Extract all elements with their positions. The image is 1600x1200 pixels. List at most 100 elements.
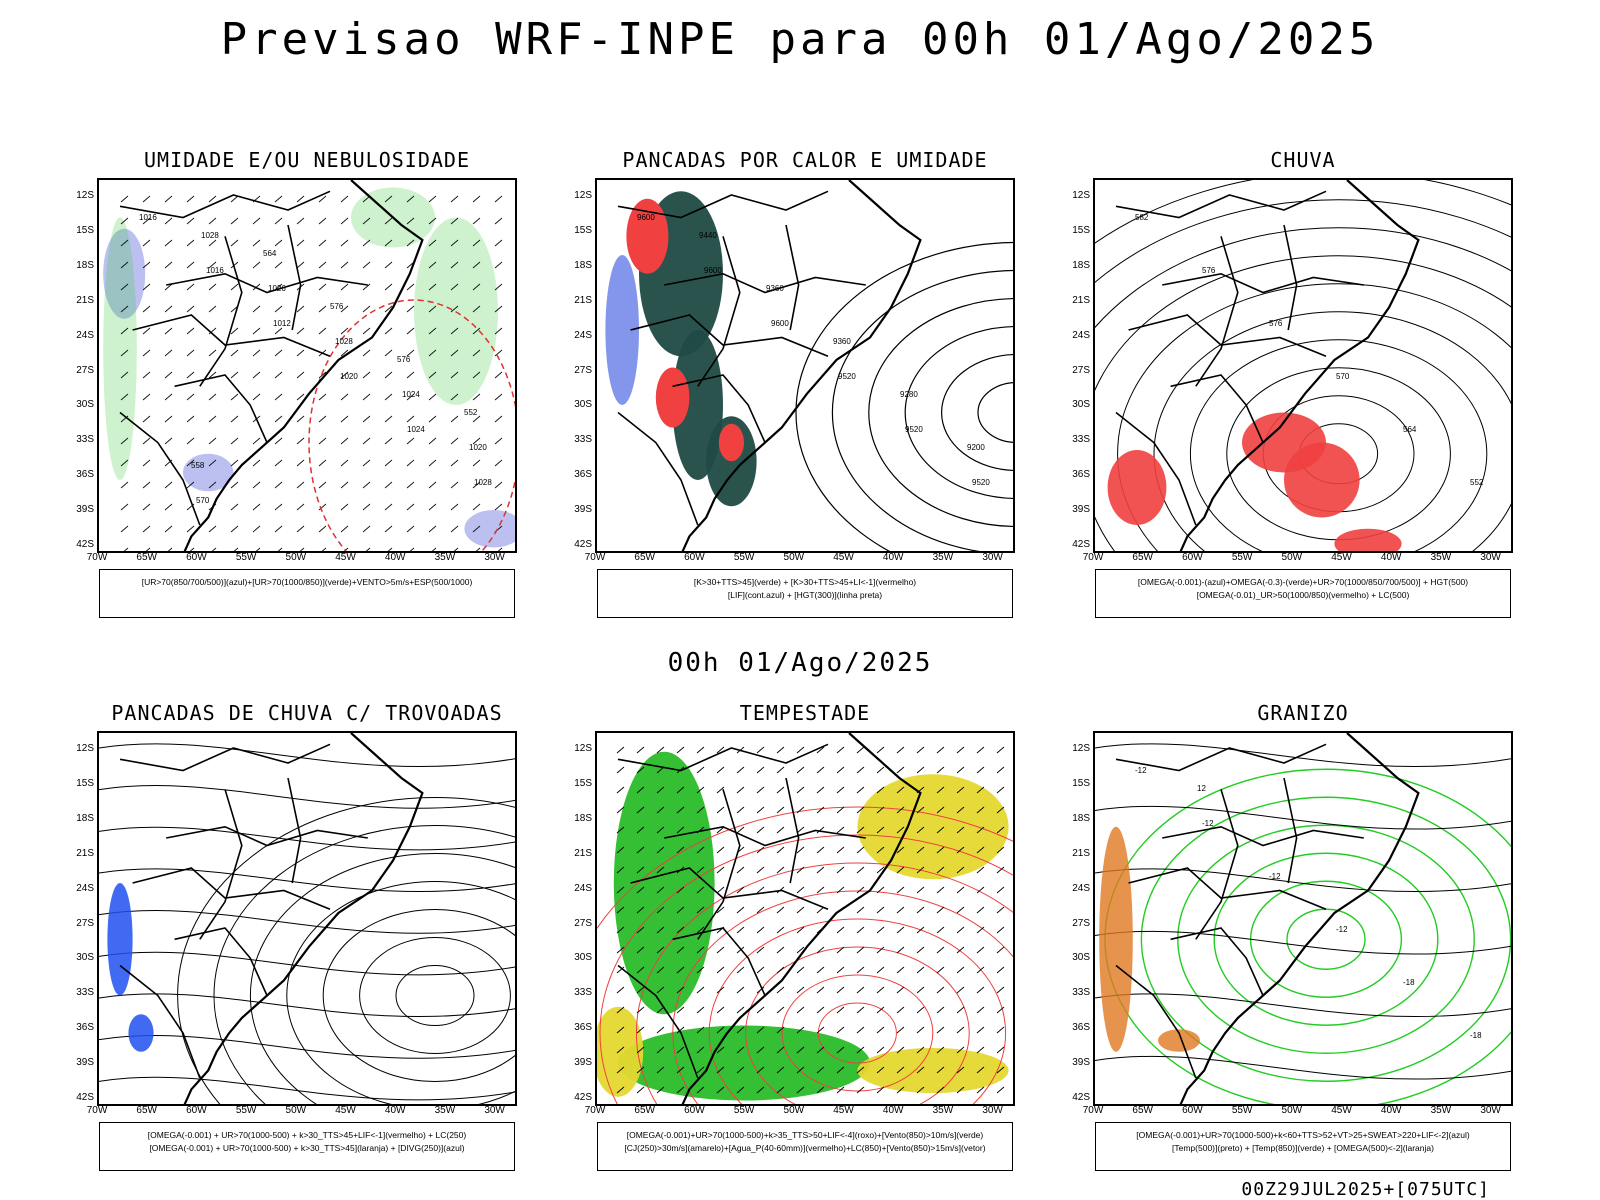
contour-label: 570: [196, 496, 210, 505]
map-graphic: -12 -12 -12 -12 -18 -18 12: [1095, 733, 1511, 1104]
main-title: Previsao WRF-INPE para 00h 01/Ago/2025: [220, 14, 1380, 65]
lat-tick-label: 33S: [1072, 434, 1090, 446]
lat-tick-label: 15S: [574, 224, 592, 236]
contour-label: -12: [1135, 766, 1147, 775]
lat-tick-label: 24S: [1072, 329, 1090, 341]
lon-tick-label: 50W: [285, 1105, 307, 1116]
map-panel: 582 576 576 570 564 552: [1093, 178, 1513, 553]
map-panel: 9600 9600 9600 9520 9520 9520 9440 9360 9360 9280…: [595, 178, 1015, 553]
contour-label: 9440: [699, 231, 717, 240]
lat-tick-label: 39S: [574, 1057, 592, 1069]
lon-tick-label: 40W: [1380, 552, 1402, 563]
lat-tick-label: 27S: [76, 917, 94, 929]
lat-tick-label: 42S: [1072, 539, 1090, 550]
lat-tick-label: 21S: [76, 847, 94, 859]
contour-label: 9360: [833, 337, 851, 346]
contour-label: 1026: [268, 284, 286, 293]
contour-label: -12: [1202, 819, 1214, 828]
lon-tick-label: 35W: [434, 552, 456, 563]
lat-tick-label: 36S: [1072, 469, 1090, 481]
lat-tick-label: 27S: [76, 364, 94, 376]
lon-tick-label: 35W: [932, 1105, 954, 1116]
lon-tick-label: 65W: [136, 1105, 157, 1116]
lon-tick-label: 60W: [684, 1105, 705, 1116]
lat-tick-label: 33S: [1072, 987, 1090, 999]
lat-tick-label: 39S: [1072, 504, 1090, 516]
panel-legend: [K>30+TTS>45](verde) + [K>30+TTS>45+LI<-…: [597, 569, 1013, 618]
lon-tick-label: 40W: [882, 552, 904, 563]
lon-tick-label: 65W: [634, 1105, 655, 1116]
contour-label: 1024: [407, 425, 425, 434]
lon-tick-label: 70W: [86, 552, 108, 563]
run-info: 00Z29JUL2025+[075UTC]: [1241, 1179, 1490, 1200]
lat-tick-label: 30S: [1072, 399, 1090, 411]
contour-label: 9520: [905, 425, 923, 434]
lat-tick-label: 39S: [574, 504, 592, 516]
contour-label: 1024: [402, 390, 420, 399]
legend-line: [Temp(500)](preto) + [Temp(850)](verde) …: [1172, 1143, 1434, 1153]
lon-tick-label: 60W: [1182, 552, 1203, 563]
lon-tick-label: 70W: [584, 552, 606, 563]
contour-label: 1028: [474, 478, 492, 487]
map-graphic: 582 576 576 570 564 552: [1095, 180, 1511, 551]
lon-tick-label: 50W: [783, 552, 805, 563]
lat-tick-label: 21S: [574, 294, 592, 306]
lat-tick-label: 18S: [76, 812, 94, 824]
lat-tick-label: 24S: [76, 882, 94, 894]
contour-label: 9360: [766, 284, 784, 293]
lon-tick-label: 60W: [186, 552, 207, 563]
lat-tick-label: 15S: [1072, 777, 1090, 789]
lat-tick-label: 12S: [1072, 190, 1090, 201]
contour-label: 1016: [139, 213, 157, 222]
lat-tick-label: 12S: [76, 190, 94, 201]
lat-tick-label: 42S: [76, 1092, 94, 1103]
contour-label: 1020: [340, 372, 358, 381]
contour-label: 564: [1403, 425, 1417, 434]
panel-legend: [UR>70(850/700/500)](azul)+[UR>70(1000/8…: [99, 569, 515, 618]
panel-legend: [OMEGA(-0.001)+UR>70(1000-500)+k<60+TTS>…: [1095, 1122, 1511, 1171]
lon-tick-label: 50W: [1281, 1105, 1303, 1116]
map-panel: [97, 731, 517, 1106]
lon-tick-label: 55W: [235, 1105, 257, 1116]
contour-label: 576: [1202, 266, 1216, 275]
panel-legend: [OMEGA(-0.001)+UR>70(1000-500)+k>35_TTS>…: [597, 1122, 1013, 1171]
map-graphic: 9600 9600 9600 9520 9520 9520 9440 9360 9360 9280…: [605, 180, 1013, 551]
lon-tick-label: 35W: [1430, 552, 1452, 563]
lon-tick-label: 70W: [584, 1105, 606, 1116]
lat-tick-label: 42S: [574, 1092, 592, 1103]
lat-tick-label: 36S: [76, 469, 94, 481]
lon-tick-label: 50W: [783, 1105, 805, 1116]
panel-title: CHUVA: [1270, 148, 1336, 172]
lon-tick-label: 50W: [285, 552, 307, 563]
lon-tick-label: 30W: [484, 552, 505, 563]
map-graphic: 1016 1016 1012 1020 1024 1028 1028 1026 1028 1024…: [103, 180, 515, 551]
lon-tick-label: 40W: [882, 1105, 904, 1116]
contour-label: 576: [397, 355, 411, 364]
lat-tick-label: 33S: [76, 987, 94, 999]
lat-tick-label: 27S: [1072, 917, 1090, 929]
lon-tick-label: 65W: [136, 552, 157, 563]
contour-label: 564: [263, 249, 277, 258]
forecast-time-label: 00h 01/Ago/2025: [667, 648, 933, 678]
lat-tick-label: 18S: [574, 812, 592, 824]
lon-tick-label: 50W: [1281, 552, 1303, 563]
lat-tick-label: 15S: [574, 777, 592, 789]
contour-label: 1020: [469, 443, 487, 452]
contour-label: -18: [1403, 978, 1415, 987]
panel-title: GRANIZO: [1257, 701, 1349, 725]
contour-label: -12: [1269, 872, 1281, 881]
contour-label: 9520: [838, 372, 856, 381]
panel-title: TEMPESTADE: [739, 701, 871, 725]
lon-tick-label: 45W: [335, 1105, 356, 1116]
map-graphic: [99, 733, 515, 1104]
lat-tick-label: 12S: [574, 743, 592, 754]
legend-line: [OMEGA(-0.01)_UR>50(1000/850)(vermelho) …: [1196, 590, 1410, 600]
contour-label: -12: [1336, 925, 1348, 934]
contour-label: 9200: [967, 443, 985, 452]
lon-tick-label: 60W: [1182, 1105, 1203, 1116]
panel-legend: [OMEGA(-0.001) + UR>70(1000-500) + k>30_…: [99, 1122, 515, 1171]
lat-tick-label: 33S: [574, 987, 592, 999]
contour-label: 576: [1269, 319, 1283, 328]
lat-tick-label: 18S: [76, 259, 94, 271]
lon-tick-label: 55W: [235, 552, 257, 563]
